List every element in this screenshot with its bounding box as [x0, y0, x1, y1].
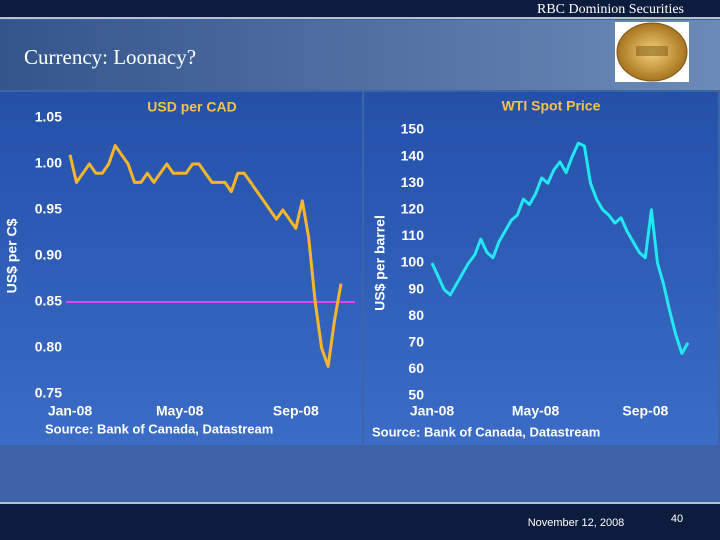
coin-detail [636, 46, 668, 56]
y-tick-label: 90 [408, 280, 424, 296]
y-tick-label: 1.00 [35, 155, 62, 171]
footer-date: November 12, 2008 [528, 517, 625, 529]
x-tick-label: Jan-08 [410, 403, 455, 419]
slide-title: Currency: Loonacy? [24, 45, 196, 69]
chart-panel [0, 92, 362, 445]
y-axis-label: US$ per C$ [4, 218, 20, 293]
y-tick-label: 130 [401, 174, 425, 190]
y-tick-label: 70 [408, 334, 424, 350]
y-tick-label: 110 [401, 227, 424, 243]
header: RBC Dominion Securities [537, 2, 684, 17]
x-tick-label: May-08 [156, 403, 204, 419]
y-tick-label: 0.90 [35, 247, 62, 263]
y-tick-label: 140 [401, 147, 425, 163]
y-tick-label: 0.95 [35, 201, 62, 217]
x-tick-label: Sep-08 [273, 403, 319, 419]
y-tick-label: 60 [408, 360, 424, 376]
x-tick-label: May-08 [512, 403, 560, 419]
y-tick-label: 100 [401, 254, 425, 270]
chart-title: WTI Spot Price [502, 98, 601, 114]
y-tick-label: 0.80 [35, 339, 62, 355]
data-line [68, 144, 343, 368]
y-tick-label: 1.05 [35, 109, 62, 125]
y-tick-label: 80 [408, 307, 424, 323]
y-tick-label: 0.75 [35, 385, 62, 401]
title-band [0, 20, 720, 90]
page-number: 40 [671, 513, 683, 525]
source: Source: Bank of Canada, Datastream [372, 424, 600, 439]
footer-bar [0, 503, 720, 540]
y-tick-label: 150 [401, 121, 425, 137]
y-tick-label: 0.85 [35, 293, 62, 309]
y-axis-label: US$ per barrel [372, 215, 388, 311]
y-tick-label: 120 [401, 201, 425, 217]
source: Source: Bank of Canada, Datastream [45, 421, 273, 436]
chart-title: USD per CAD [147, 99, 236, 115]
top-bar [0, 0, 720, 17]
data-line [430, 141, 690, 355]
y-tick-label: 50 [408, 387, 424, 403]
x-tick-label: Jan-08 [48, 403, 93, 419]
x-tick-label: Sep-08 [622, 403, 668, 419]
